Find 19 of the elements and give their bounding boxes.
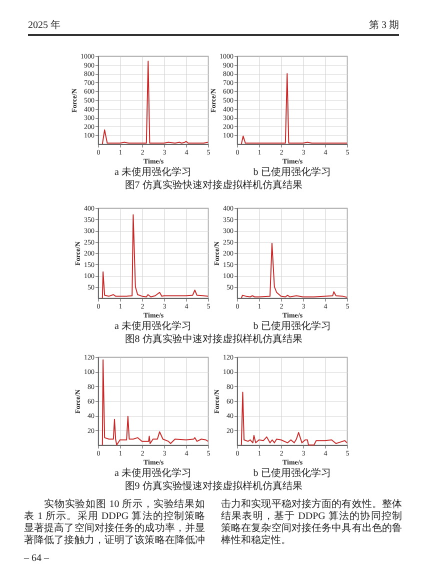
text: b 已使用强化学习 bbox=[253, 166, 331, 178]
text: 2025 年 bbox=[28, 20, 60, 32]
text: b 已使用强化学习 bbox=[253, 320, 331, 332]
text: a 未使用强化学习 bbox=[114, 166, 192, 178]
text: a 未使用强化学习 bbox=[114, 320, 192, 332]
line-series bbox=[102, 214, 208, 298]
line-series bbox=[240, 73, 348, 144]
caption: 图9 仿真实验慢速对接虚拟样机仿真结果 bbox=[124, 481, 304, 493]
line-series bbox=[102, 60, 208, 144]
text: – 64 – bbox=[24, 553, 49, 565]
caption: 图7 仿真实验快速对接虚拟样机仿真结果 bbox=[124, 180, 304, 192]
line-series bbox=[240, 242, 348, 298]
text: 实物实验如图 10 所示，实验结果如表 1 所示。采用 DDPG 算法的控制策略显著提高了空间对接任务的成功率，并显著降低了接触力，证明了该策略在降低冲击力和实现平稳对接方面的有效性。整体结果表明，基于 DDPG 算法的协同控制策略在复杂空间对接任务中具有出色的鲁棒性和稳定性。 bbox=[24, 499, 402, 546]
line-series bbox=[102, 359, 208, 446]
text: b 已使用强化学习 bbox=[253, 467, 331, 479]
line-series bbox=[240, 392, 348, 446]
caption: 图8 仿真实验中速对接虚拟样机仿真结果 bbox=[124, 334, 304, 346]
text: 第 3 期 bbox=[369, 20, 399, 32]
text: a 未使用强化学习 bbox=[114, 467, 192, 479]
